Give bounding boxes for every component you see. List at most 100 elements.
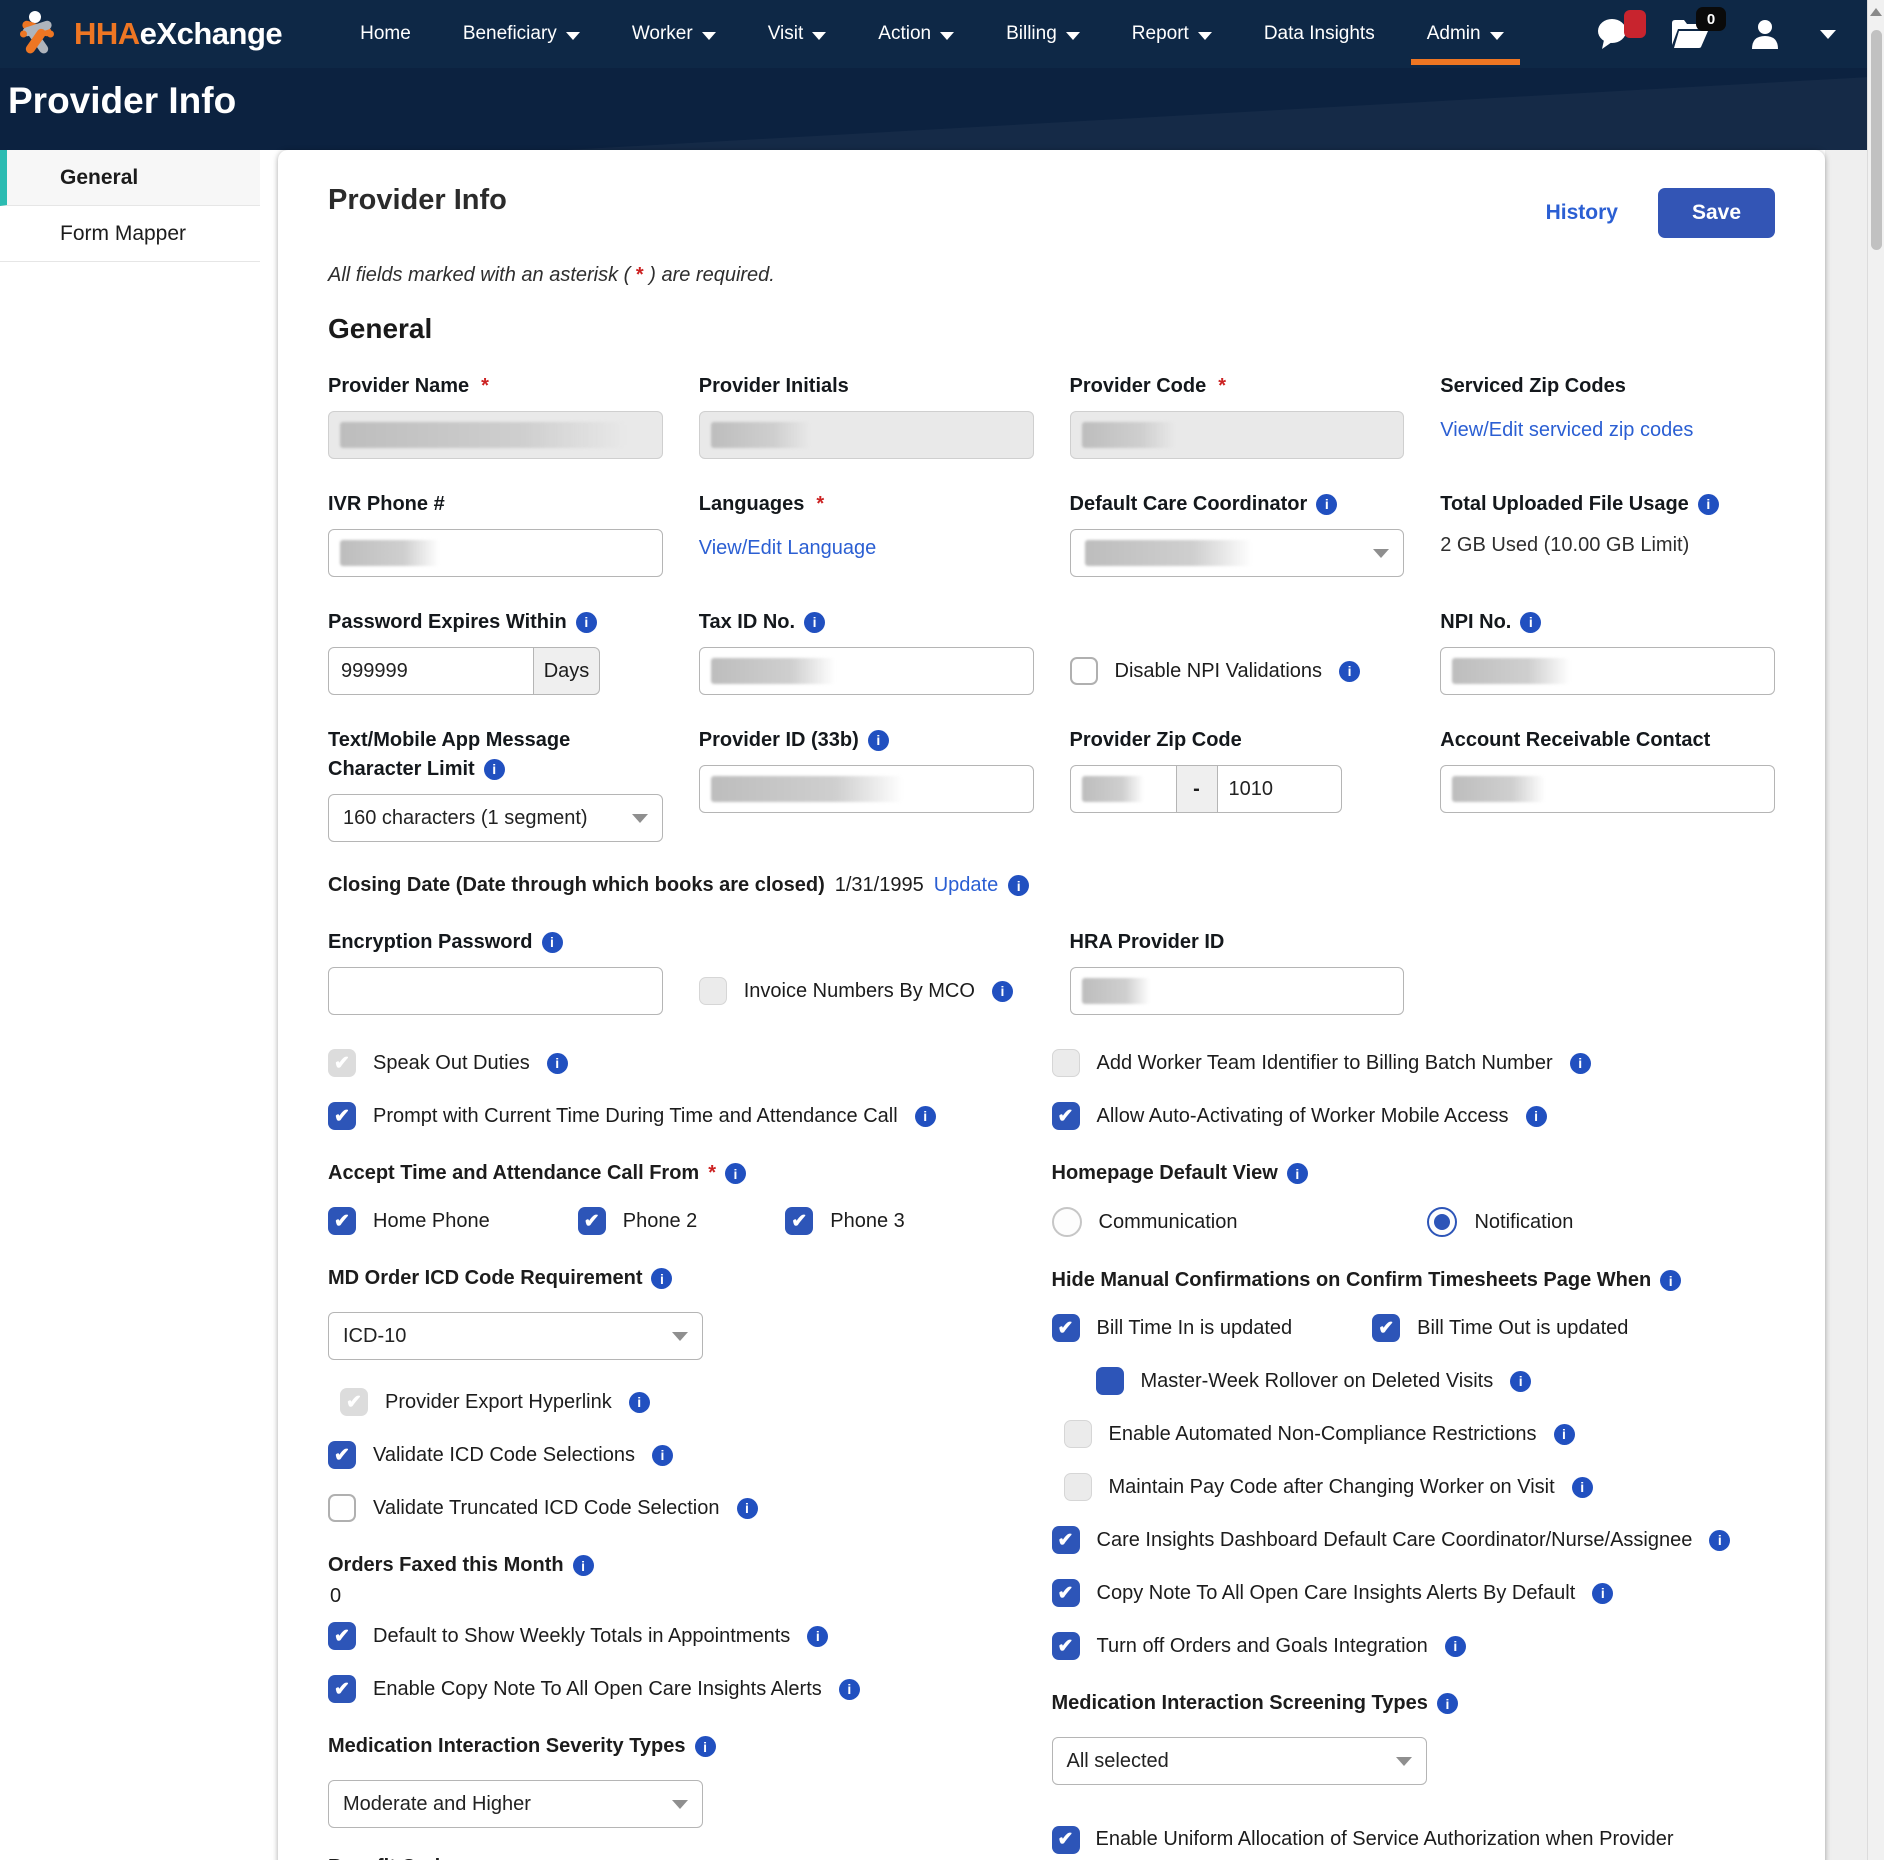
vertical-scrollbar[interactable] (1867, 0, 1884, 1860)
provider-id-33b-input[interactable] (698, 765, 1034, 813)
provider-zip-input[interactable] (1069, 765, 1177, 813)
info-icon[interactable]: i (651, 1268, 673, 1289)
master-week-rollover-checkbox[interactable]: Master-Week Rollover on Deleted Visits i (1095, 1367, 1766, 1395)
validate-icd-checkbox[interactable]: ✔ Validate ICD Code Selections i (328, 1441, 982, 1469)
nav-item-report[interactable]: Report (1106, 0, 1238, 68)
allow-auto-activating-checkbox[interactable]: ✔ Allow Auto-Activating of Worker Mobile… (1051, 1102, 1766, 1130)
nav-item-data-insights[interactable]: Data Insights (1263, 23, 1375, 44)
info-icon[interactable]: i (1571, 1476, 1593, 1498)
turn-off-orders-goals-checkbox[interactable]: ✔ Turn off Orders and Goals Integration … (1051, 1632, 1766, 1660)
info-icon[interactable]: i (867, 730, 889, 751)
tax-id-input[interactable] (698, 647, 1034, 695)
messages-icon[interactable] (1596, 10, 1646, 50)
info-icon[interactable]: i (628, 1391, 650, 1413)
history-link[interactable]: History (1545, 201, 1618, 224)
info-icon[interactable]: i (991, 980, 1013, 1002)
info-icon[interactable]: i (1316, 494, 1338, 515)
nav-item-admin[interactable]: Admin (1401, 0, 1530, 68)
documents-folder-icon[interactable]: 0 (1670, 7, 1726, 49)
provider-name-input[interactable] (328, 411, 663, 459)
md-order-icd-select[interactable]: ICD-10 (328, 1312, 703, 1360)
enable-automated-ncr-checkbox[interactable]: ✔ Enable Automated Non-Compliance Restri… (1063, 1420, 1766, 1448)
info-icon[interactable]: i (1697, 494, 1719, 515)
bill-time-in-checkbox[interactable]: ✔ Bill Time In is updated (1051, 1314, 1292, 1342)
text-limit-select[interactable]: 160 characters (1 segment) (328, 794, 663, 842)
nav-item-action[interactable]: Action (852, 0, 980, 68)
info-icon[interactable]: i (1525, 1105, 1547, 1127)
phone-3-checkbox[interactable]: ✔ Phone 3 (785, 1207, 905, 1235)
sidebar-item-form-mapper[interactable]: Form Mapper (0, 206, 260, 262)
enable-copy-note-checkbox[interactable]: ✔ Enable Copy Note To All Open Care Insi… (328, 1675, 982, 1703)
maintain-pay-code-checkbox[interactable]: ✔ Maintain Pay Code after Changing Worke… (1063, 1473, 1766, 1501)
prompt-current-time-checkbox[interactable]: ✔ Prompt with Current Time During Time a… (328, 1102, 982, 1130)
profile-chevron-down-icon[interactable] (1820, 29, 1836, 39)
hra-provider-id-input[interactable] (1069, 967, 1405, 1015)
encryption-password-input[interactable] (328, 967, 663, 1015)
add-worker-team-checkbox[interactable]: ✔ Add Worker Team Identifier to Billing … (1051, 1049, 1766, 1077)
ar-contact-input[interactable] (1440, 765, 1775, 813)
sidebar-item-general[interactable]: General (0, 150, 260, 206)
disable-npi-checkbox[interactable]: ✔ Disable NPI Validations i (1069, 657, 1405, 685)
speak-out-duties-checkbox[interactable]: ✔ Speak Out Duties i (328, 1049, 982, 1077)
invoice-numbers-mco-checkbox[interactable]: ✔ Invoice Numbers By MCO i (698, 977, 1034, 1005)
provider-export-hyperlink-checkbox[interactable]: ✔ Provider Export Hyperlink i (340, 1388, 982, 1416)
med-screening-select[interactable]: All selected (1051, 1737, 1427, 1785)
info-icon[interactable]: i (725, 1163, 746, 1184)
nav-item-worker[interactable]: Worker (606, 0, 742, 68)
nav-item-home[interactable]: Home (360, 23, 411, 44)
nav-item-beneficiary[interactable]: Beneficiary (437, 0, 606, 68)
info-icon[interactable]: i (572, 1555, 594, 1576)
info-icon[interactable]: i (914, 1105, 936, 1127)
info-icon[interactable]: i (1510, 1370, 1532, 1392)
info-icon[interactable]: i (1709, 1529, 1731, 1551)
validate-truncated-icd-checkbox[interactable]: ✔ Validate Truncated ICD Code Selection … (328, 1494, 982, 1522)
info-icon[interactable]: i (838, 1678, 860, 1700)
bill-time-out-checkbox[interactable]: ✔ Bill Time Out is updated (1372, 1314, 1628, 1342)
provider-code-input[interactable] (1069, 411, 1405, 459)
scrollbar-thumb[interactable] (1870, 30, 1882, 250)
care-insights-dashboard-checkbox[interactable]: ✔ Care Insights Dashboard Default Care C… (1051, 1526, 1766, 1554)
copy-note-by-default-checkbox[interactable]: ✔ Copy Note To All Open Care Insights Al… (1051, 1579, 1766, 1607)
user-profile-icon[interactable] (1750, 18, 1780, 50)
password-expires-input[interactable] (328, 647, 534, 695)
info-icon[interactable]: i (1553, 1423, 1575, 1445)
npi-input[interactable] (1440, 647, 1775, 695)
info-icon[interactable]: i (1569, 1052, 1591, 1074)
save-button[interactable]: Save (1657, 188, 1775, 238)
view-edit-zip-codes-link[interactable]: View/Edit serviced zip codes (1440, 419, 1694, 441)
info-icon[interactable]: i (546, 1052, 568, 1074)
ivr-phone-input[interactable] (328, 529, 663, 577)
info-icon[interactable]: i (1444, 1635, 1466, 1657)
info-icon[interactable]: i (1592, 1582, 1614, 1604)
info-icon[interactable]: i (1660, 1270, 1682, 1291)
default-weekly-totals-checkbox[interactable]: ✔ Default to Show Weekly Totals in Appoi… (328, 1622, 982, 1650)
info-icon[interactable]: i (736, 1497, 758, 1519)
info-icon[interactable]: i (1339, 660, 1361, 682)
med-severity-select[interactable]: Moderate and Higher (328, 1780, 703, 1828)
info-icon[interactable]: i (1436, 1693, 1458, 1714)
nav-item-billing[interactable]: Billing (980, 0, 1106, 68)
phone-2-checkbox[interactable]: ✔ Phone 2 (577, 1207, 697, 1235)
nav-item-visit[interactable]: Visit (742, 0, 853, 68)
info-icon[interactable]: i (694, 1736, 716, 1757)
info-icon[interactable]: i (575, 612, 597, 633)
provider-initials-input[interactable] (698, 411, 1034, 459)
home-phone-checkbox[interactable]: ✔ Home Phone (328, 1207, 490, 1235)
info-icon[interactable]: i (652, 1444, 673, 1466)
info-icon[interactable]: i (807, 1625, 829, 1647)
info-icon[interactable]: i (804, 612, 826, 633)
info-icon[interactable]: i (483, 759, 505, 780)
view-edit-language-link[interactable]: View/Edit Language (698, 537, 877, 559)
closing-date-update-link[interactable]: Update (933, 874, 999, 896)
info-icon[interactable]: i (1520, 612, 1542, 633)
enable-uniform-allocation-checkbox[interactable]: ✔ Enable Uniform Allocation of Service Au… (1051, 1813, 1692, 1860)
hhaexchange-logo[interactable]: HHAeXchange (20, 10, 283, 58)
scrollbar-up-arrow[interactable] (1870, 8, 1882, 16)
default-care-coordinator-select[interactable] (1069, 529, 1405, 577)
info-icon[interactable]: i (541, 932, 563, 953)
info-icon[interactable]: i (1286, 1163, 1308, 1184)
communication-radio[interactable]: Communication (1051, 1207, 1237, 1237)
notification-radio[interactable]: Notification (1427, 1207, 1573, 1237)
info-icon[interactable]: i (1008, 875, 1030, 896)
provider-zip-plus4-input[interactable]: 1010 (1216, 765, 1342, 813)
